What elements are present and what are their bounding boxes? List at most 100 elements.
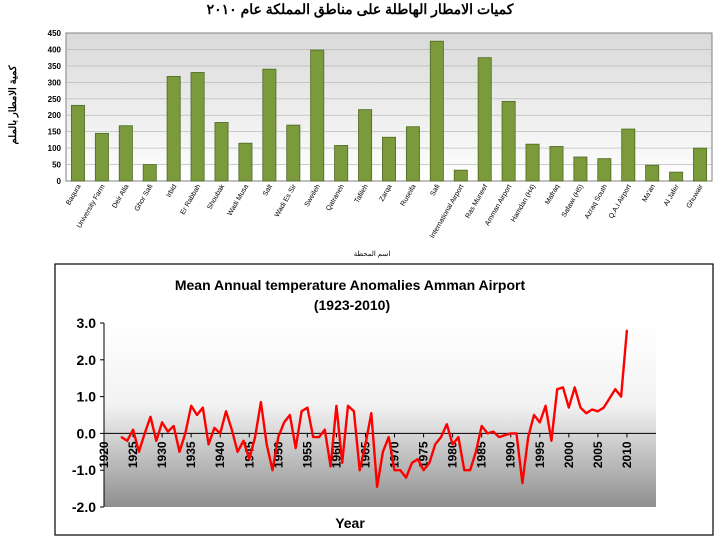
- bottom-x-tick-label: 2000: [562, 441, 576, 468]
- bar: [597, 158, 612, 182]
- data-point: [422, 469, 425, 472]
- data-point: [283, 421, 286, 424]
- data-point: [230, 428, 233, 431]
- data-point: [161, 421, 164, 424]
- data-point: [184, 432, 187, 435]
- data-point: [620, 395, 623, 398]
- data-point: [207, 443, 210, 446]
- bar: [286, 124, 301, 182]
- top-chart-title: كميات الامطار الهاطلة على مناطق المملكة …: [207, 1, 514, 18]
- data-point: [463, 469, 466, 472]
- bar: [453, 169, 468, 182]
- bar: [94, 132, 109, 182]
- bottom-x-tick-label: 1990: [504, 441, 518, 468]
- bar: [334, 145, 349, 182]
- temperature-line-chart: Mean Annual temperature Anomalies Amman …: [54, 263, 714, 536]
- data-point: [457, 436, 460, 438]
- top-y-tick-label: 0: [57, 177, 62, 186]
- bottom-y-tick-label: 1.0: [77, 389, 97, 405]
- top-y-tick-label: 400: [48, 45, 62, 54]
- bottom-y-axis: 3.0 2.0 1.0 0.0 -1.0 -2.0: [72, 315, 104, 515]
- data-point: [242, 439, 245, 442]
- top-y-tick-label: 150: [48, 128, 62, 137]
- bottom-x-tick-label: 1940: [213, 441, 227, 468]
- data-point: [411, 461, 413, 464]
- data-point: [370, 412, 373, 415]
- bar: [477, 57, 492, 182]
- top-y-tick-label: 250: [48, 95, 62, 104]
- data-point: [364, 443, 367, 446]
- bottom-plot-area: [104, 323, 656, 507]
- data-point: [219, 432, 222, 435]
- data-point: [562, 386, 564, 389]
- data-point: [347, 404, 349, 407]
- data-point: [393, 469, 396, 472]
- data-point: [318, 436, 320, 438]
- data-point: [399, 469, 402, 472]
- data-point: [143, 432, 146, 435]
- data-point: [329, 465, 332, 468]
- data-point: [509, 432, 512, 435]
- data-point: [120, 436, 123, 438]
- data-point: [306, 406, 309, 409]
- data-point: [428, 461, 431, 464]
- data-point: [521, 482, 524, 484]
- data-point: [225, 410, 227, 413]
- data-point: [376, 485, 378, 488]
- bottom-chart-title: Mean Annual temperature Anomalies Amman …: [175, 277, 526, 293]
- data-point: [626, 329, 628, 332]
- bar: [693, 147, 708, 182]
- top-x-axis-label: اسم المحطة: [354, 250, 391, 258]
- data-point: [585, 412, 588, 415]
- bottom-x-tick-label: 1920: [97, 441, 111, 468]
- bottom-x-tick-label: 1925: [126, 441, 140, 468]
- data-point: [474, 450, 477, 453]
- data-point: [190, 404, 193, 407]
- data-point: [440, 436, 442, 438]
- data-point: [498, 436, 501, 438]
- data-point: [277, 436, 280, 438]
- bar: [669, 171, 684, 182]
- data-point: [358, 469, 361, 472]
- bar: [549, 146, 564, 182]
- data-point: [149, 415, 152, 418]
- bottom-y-tick-label: -1.0: [72, 462, 96, 478]
- bar: [525, 143, 540, 182]
- bottom-x-axis: 1920 1925 1930 1935 1940 1945 1950 1955 1960 1965…: [97, 433, 634, 468]
- top-y-tick-label: 100: [48, 144, 62, 153]
- bottom-x-tick-label: 1980: [446, 441, 460, 468]
- data-point: [538, 421, 541, 424]
- bar: [238, 142, 253, 182]
- series-line: [120, 330, 629, 488]
- data-point: [550, 439, 553, 442]
- top-y-tick-label: 200: [48, 111, 62, 120]
- bar: [190, 72, 205, 182]
- data-point: [445, 423, 448, 426]
- data-point: [196, 414, 198, 416]
- top-y-tick-label: 50: [52, 161, 61, 170]
- data-point: [155, 439, 158, 442]
- data-point: [323, 428, 326, 431]
- bottom-x-tick-label: 1995: [533, 441, 547, 468]
- data-point: [178, 450, 181, 453]
- data-point: [254, 436, 256, 438]
- data-point: [312, 436, 315, 438]
- bar: [166, 76, 181, 182]
- bar: [214, 122, 229, 182]
- bottom-x-tick-label: 1985: [475, 441, 489, 468]
- data-point: [602, 406, 605, 409]
- bottom-series: [120, 329, 629, 488]
- bottom-y-tick-label: 0.0: [77, 425, 97, 441]
- data-point: [579, 406, 582, 409]
- data-point: [416, 458, 419, 461]
- data-point: [132, 428, 134, 431]
- data-point: [608, 397, 611, 400]
- bar: [70, 104, 85, 182]
- data-point: [556, 388, 559, 391]
- bottom-x-tick-label: 2005: [591, 441, 605, 468]
- data-point: [405, 476, 408, 479]
- bar: [621, 128, 636, 182]
- data-point: [614, 388, 617, 391]
- top-y-axis-label: كمية الامطار بالملم: [8, 65, 19, 144]
- data-point: [265, 443, 268, 446]
